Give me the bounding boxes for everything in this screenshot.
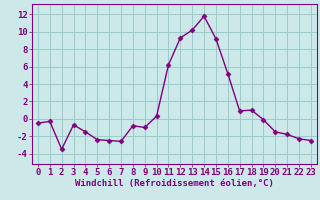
X-axis label: Windchill (Refroidissement éolien,°C): Windchill (Refroidissement éolien,°C) <box>75 179 274 188</box>
